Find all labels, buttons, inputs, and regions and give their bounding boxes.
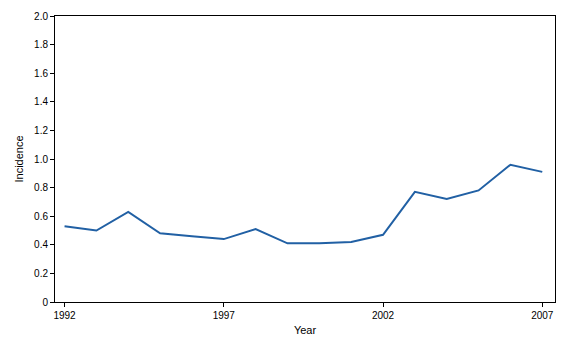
svg-text:2007: 2007 <box>531 310 554 321</box>
svg-text:1.2: 1.2 <box>34 125 48 136</box>
svg-text:2002: 2002 <box>372 310 395 321</box>
svg-text:0.8: 0.8 <box>34 182 48 193</box>
svg-text:1.8: 1.8 <box>34 39 48 50</box>
svg-text:0.2: 0.2 <box>34 268 48 279</box>
svg-text:1992: 1992 <box>53 310 76 321</box>
svg-text:1.0: 1.0 <box>34 154 48 165</box>
svg-text:0: 0 <box>42 297 48 308</box>
svg-text:Incidence: Incidence <box>13 135 25 182</box>
svg-text:Year: Year <box>294 324 317 336</box>
svg-text:1.6: 1.6 <box>34 68 48 79</box>
svg-text:2.0: 2.0 <box>34 11 48 22</box>
svg-text:0.4: 0.4 <box>34 239 48 250</box>
svg-text:0.6: 0.6 <box>34 211 48 222</box>
svg-text:1997: 1997 <box>213 310 236 321</box>
svg-text:1.4: 1.4 <box>34 96 48 107</box>
